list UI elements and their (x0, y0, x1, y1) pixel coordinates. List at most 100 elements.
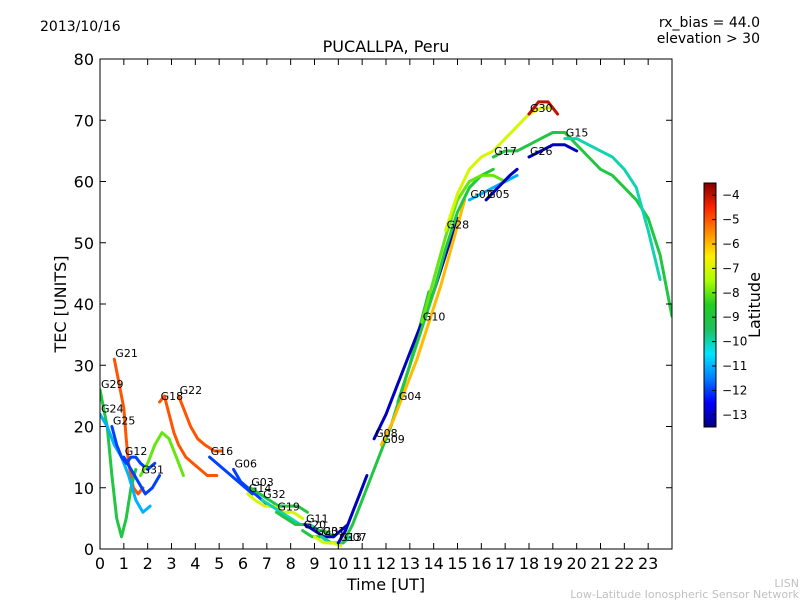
series-label-g24: G24 (101, 402, 124, 415)
series-label-g31: G31 (142, 464, 165, 477)
series-label-g32: G32 (263, 488, 286, 501)
x-tick-label: 2 (143, 554, 153, 573)
y-tick-label: 80 (74, 50, 94, 69)
series-label-g13: G13 (339, 531, 362, 544)
colorbar-tick-label: −6 (722, 237, 740, 251)
x-tick-label: 11 (352, 554, 372, 573)
x-tick-label: 1 (119, 554, 129, 573)
series-g28 (444, 106, 555, 232)
series-g21 (112, 357, 145, 496)
series-label-g29: G29 (101, 378, 124, 391)
series-label-g14: G14 (249, 482, 272, 495)
series-g24 (100, 412, 152, 514)
series-g12 (122, 455, 162, 496)
series-g05 (484, 167, 519, 202)
x-tick-label: 6 (238, 554, 248, 573)
colorbar-tick-label: −7 (722, 261, 740, 275)
series-g22 (177, 394, 224, 453)
series-label-g18: G18 (161, 390, 184, 403)
satellite-labels: G21G29G24G25G12G31G18G22G16G06G03G14G32G… (101, 102, 588, 544)
series-label-g04: G04 (399, 390, 422, 403)
colorbar-tick-label: −5 (722, 213, 740, 227)
colorbar-tick-label: −13 (722, 408, 747, 422)
series-g04 (396, 167, 495, 404)
y-tick-label: 60 (74, 173, 94, 192)
colorbar-tick-label: −11 (722, 359, 747, 373)
x-tick-label: 8 (286, 554, 296, 573)
series-label-g19: G19 (277, 500, 300, 513)
x-tick-label: 10 (328, 554, 348, 573)
x-tick-label: 7 (262, 554, 272, 573)
y-tick-label: 0 (84, 540, 94, 559)
series-g29 (100, 388, 138, 539)
series-g23 (313, 535, 343, 548)
series-g16 (208, 455, 254, 496)
x-tick-label: 23 (638, 554, 658, 573)
x-tick-label: 21 (590, 554, 610, 573)
series-g18 (158, 394, 219, 477)
x-axis-label: Time [UT] (346, 575, 425, 594)
colorbar-tick-label: −8 (722, 286, 740, 300)
x-tick-label: 20 (566, 554, 586, 573)
colorbar-label: Latitude (745, 272, 764, 338)
colorbar-tick-label: −12 (722, 383, 747, 397)
series-label-g22: G22 (180, 384, 203, 397)
x-tick-label: 17 (495, 554, 515, 573)
series-label-g16: G16 (211, 445, 234, 458)
series-label-g30: G30 (530, 102, 553, 115)
colorbar-tick-label: −9 (722, 310, 740, 324)
y-axis-ticks: 0 10 20 30 40 50 60 70 80 (74, 50, 672, 559)
series-g31 (139, 431, 185, 477)
series-g03 (248, 486, 309, 514)
series-label-g05: G05 (487, 188, 510, 201)
x-tick-label: 13 (400, 554, 420, 573)
series-g10 (420, 173, 507, 324)
series-label-g02: G02 (470, 188, 493, 201)
y-tick-label: 70 (74, 111, 94, 130)
series-label-g08: G08 (375, 427, 398, 440)
series-g15 (563, 137, 662, 281)
series-label-g28: G28 (447, 219, 470, 232)
x-tick-label: 18 (519, 554, 539, 573)
series-g30 (527, 100, 560, 116)
series-label-g25: G25 (113, 415, 136, 428)
x-tick-label: 16 (471, 554, 491, 573)
footer-network: Low-Latitude Ionospheric Sensor Network (570, 588, 799, 600)
series-label-g07: G07 (344, 531, 367, 544)
y-tick-label: 30 (74, 356, 94, 375)
y-axis-label: TEC [UNITS] (51, 256, 70, 354)
series-g13 (336, 474, 369, 545)
series-layer (100, 100, 672, 548)
y-tick-label: 20 (74, 418, 94, 437)
x-tick-label: 12 (376, 554, 396, 573)
series-label-g01: G01 (323, 525, 346, 538)
x-axis-ticks: 0 1 2 3 4 5 6 7 8 9 10 11 12 13 14 15 16 17 18 19 20 21 22 23 (95, 59, 658, 573)
series-label-g11: G11 (306, 513, 329, 526)
series-g32 (260, 498, 321, 533)
x-tick-label: 15 (447, 554, 467, 573)
series-g02 (467, 173, 519, 202)
x-tick-label: 9 (309, 554, 319, 573)
series-label-g26: G26 (530, 145, 553, 158)
x-tick-label: 14 (423, 554, 443, 573)
series-label-g09: G09 (382, 433, 405, 446)
chart-title: PUCALLPA, Peru (323, 37, 450, 56)
rx-bias-label: rx_bias = 44.0 (659, 15, 760, 31)
x-tick-label: 4 (190, 554, 200, 573)
series-g26 (527, 143, 579, 159)
y-tick-label: 50 (74, 234, 94, 253)
series-label-g21: G21 (115, 347, 138, 360)
series-g09 (379, 198, 467, 447)
series-label-g12: G12 (125, 445, 148, 458)
x-tick-label: 0 (95, 554, 105, 573)
x-tick-label: 5 (214, 554, 224, 573)
series-label-g20: G20 (304, 519, 327, 532)
footer-lisn: LISN (774, 577, 799, 590)
y-tick-label: 10 (74, 479, 94, 498)
elevation-label: elevation > 30 (657, 31, 760, 47)
series-g11 (303, 523, 350, 539)
series-label-g23: G23 (316, 525, 339, 538)
colorbar-tick-label: −10 (722, 335, 747, 349)
x-tick-label: 22 (614, 554, 634, 573)
